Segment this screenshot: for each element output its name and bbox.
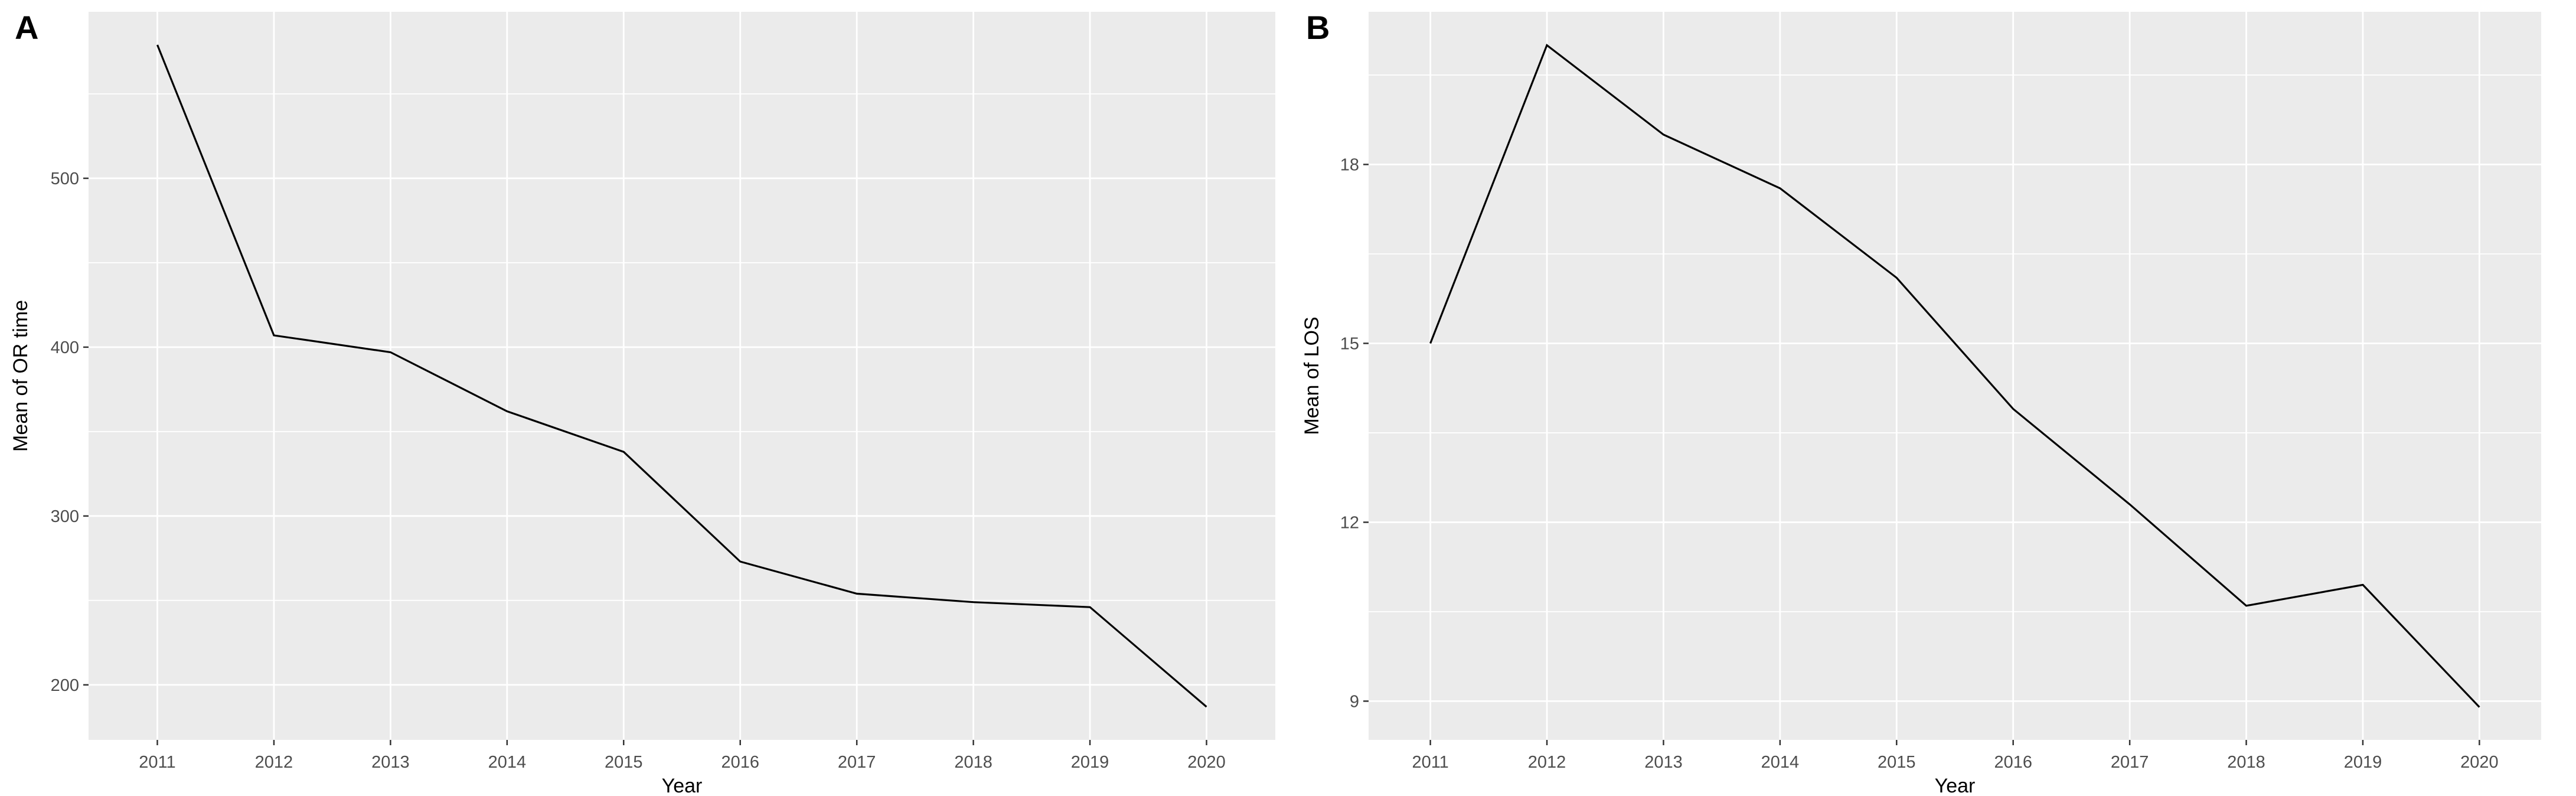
x-tick-label: 2012 [1528,753,1566,772]
x-tick-label: 2018 [954,753,992,772]
y-tick-label: 12 [1340,513,1359,532]
y-axis-title: Mean of OR time [9,300,32,452]
x-tick-label: 2014 [488,753,527,772]
y-tick-label: 200 [51,676,79,695]
chart-panel-b: 2011 2012 2013 2014 2015 2016 2017 2018 2019 2020… [1301,9,2541,796]
y-tick-label: 18 [1340,156,1359,175]
x-tick-label: 2016 [721,753,759,772]
x-tick-label: 2013 [1644,753,1683,772]
x-tick-label: 2020 [1187,753,1226,772]
panel-tag: B [1306,9,1330,46]
x-tick-label: 2015 [605,753,643,772]
chart-panel-a: 2011 2012 2013 2014 2015 2016 2017 2018 2019 2020… [9,9,1275,796]
y-axis-title: Mean of LOS [1301,317,1323,435]
x-tick-label: 2011 [1412,753,1448,772]
x-tick-label: 2013 [371,753,410,772]
x-tick-label: 2017 [838,753,876,772]
x-tick-label: 2016 [1994,753,2032,772]
x-tick-label: 2011 [139,753,175,772]
plot-panel [1369,12,2541,740]
x-tick-label: 2012 [255,753,293,772]
panel-tag: A [15,9,38,46]
y-tick-label: 500 [51,169,79,188]
y-tick-label: 15 [1340,334,1359,353]
plot-panel [89,12,1275,740]
x-tick-label: 2018 [2227,753,2265,772]
data-line [1429,44,2480,708]
x-axis-title: Year [1935,775,1976,796]
data-line [156,44,1207,708]
x-tick-label: 2019 [2344,753,2382,772]
x-axis-title: Year [662,775,703,796]
y-tick-label: 300 [51,507,79,526]
x-tick-label: 2015 [1878,753,1916,772]
x-tick-label: 2017 [2111,753,2149,772]
y-tick-label: 400 [51,338,79,357]
y-tick-label: 9 [1350,692,1359,711]
x-tick-label: 2019 [1071,753,1109,772]
x-tick-label: 2020 [2460,753,2499,772]
x-tick-label: 2014 [1761,753,1800,772]
